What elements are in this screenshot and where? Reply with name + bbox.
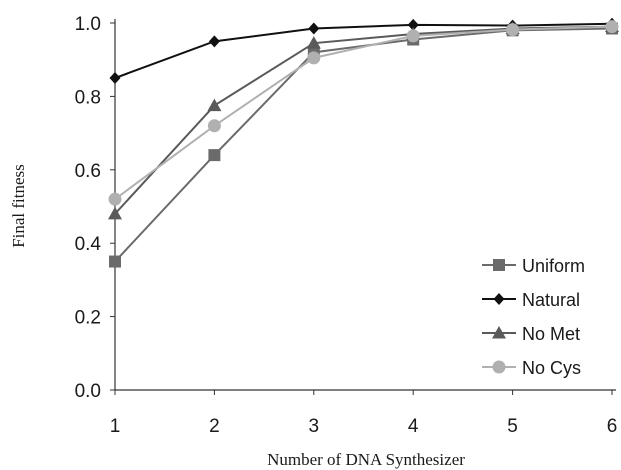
- legend-label: Uniform: [522, 256, 585, 276]
- legend-item-no-cys: No Cys: [482, 358, 581, 378]
- series-line-natural: [114, 22, 613, 79]
- legend-label: No Cys: [522, 358, 581, 378]
- x-tick-label: 4: [408, 416, 419, 437]
- y-tick-labels: 0.0 0.2 0.4 0.6 0.8 1.0: [75, 14, 115, 402]
- data-point-no-cys: [108, 192, 122, 206]
- y-axis-title: Final fitness: [9, 164, 28, 248]
- legend-marker-no-cys: [492, 360, 506, 374]
- data-point-no-met: [306, 36, 321, 49]
- legend-label: No Met: [522, 324, 580, 344]
- series-no-cys: [108, 20, 619, 206]
- legend: Uniform Natural No Met No Cys: [482, 256, 585, 378]
- data-point-no-cys: [207, 119, 221, 133]
- data-point-no-cys: [307, 51, 321, 65]
- y-tick-label: 0.0: [75, 381, 101, 402]
- y-tick-label: 0.8: [75, 87, 101, 108]
- x-tick-label: 3: [309, 416, 320, 437]
- legend-marker-natural: [493, 293, 505, 305]
- data-point-natural: [407, 18, 419, 31]
- data-point-no-cys: [406, 29, 420, 43]
- x-tick-label: 5: [507, 416, 518, 437]
- legend-item-no-met: No Met: [482, 324, 580, 344]
- x-tick-label: 6: [607, 416, 618, 437]
- legend-item-natural: Natural: [482, 290, 580, 310]
- legend-label: Natural: [522, 290, 580, 310]
- data-point-no-cys: [605, 20, 619, 34]
- data-point-no-met: [108, 206, 122, 220]
- x-tick-labels: 1 2 3 4 5 6: [110, 390, 618, 437]
- data-point-no-met: [207, 98, 222, 112]
- series-line-no-cys: [114, 25, 613, 200]
- y-tick-label: 0.4: [75, 234, 102, 255]
- legend-marker-uniform: [493, 259, 505, 271]
- data-point-uniform: [109, 255, 121, 268]
- series-line-no-met: [114, 25, 613, 215]
- data-point-natural: [308, 22, 320, 35]
- series-uniform: [109, 22, 618, 268]
- x-axis-title: Number of DNA Synthesizer: [267, 450, 465, 469]
- x-tick-label: 1: [110, 416, 121, 437]
- legend-item-uniform: Uniform: [482, 256, 585, 276]
- data-point-natural: [109, 72, 121, 85]
- x-tick-label: 2: [209, 416, 220, 437]
- data-point-uniform: [208, 149, 221, 162]
- series-no-met: [108, 19, 619, 220]
- series-layer: [108, 17, 619, 268]
- y-tick-label: 0.6: [75, 161, 101, 182]
- legend-marker-no-met: [492, 326, 506, 339]
- data-point-no-cys: [506, 23, 520, 37]
- data-point-natural: [208, 35, 220, 48]
- y-tick-label: 0.2: [75, 308, 101, 329]
- y-tick-label: 1.0: [75, 14, 101, 35]
